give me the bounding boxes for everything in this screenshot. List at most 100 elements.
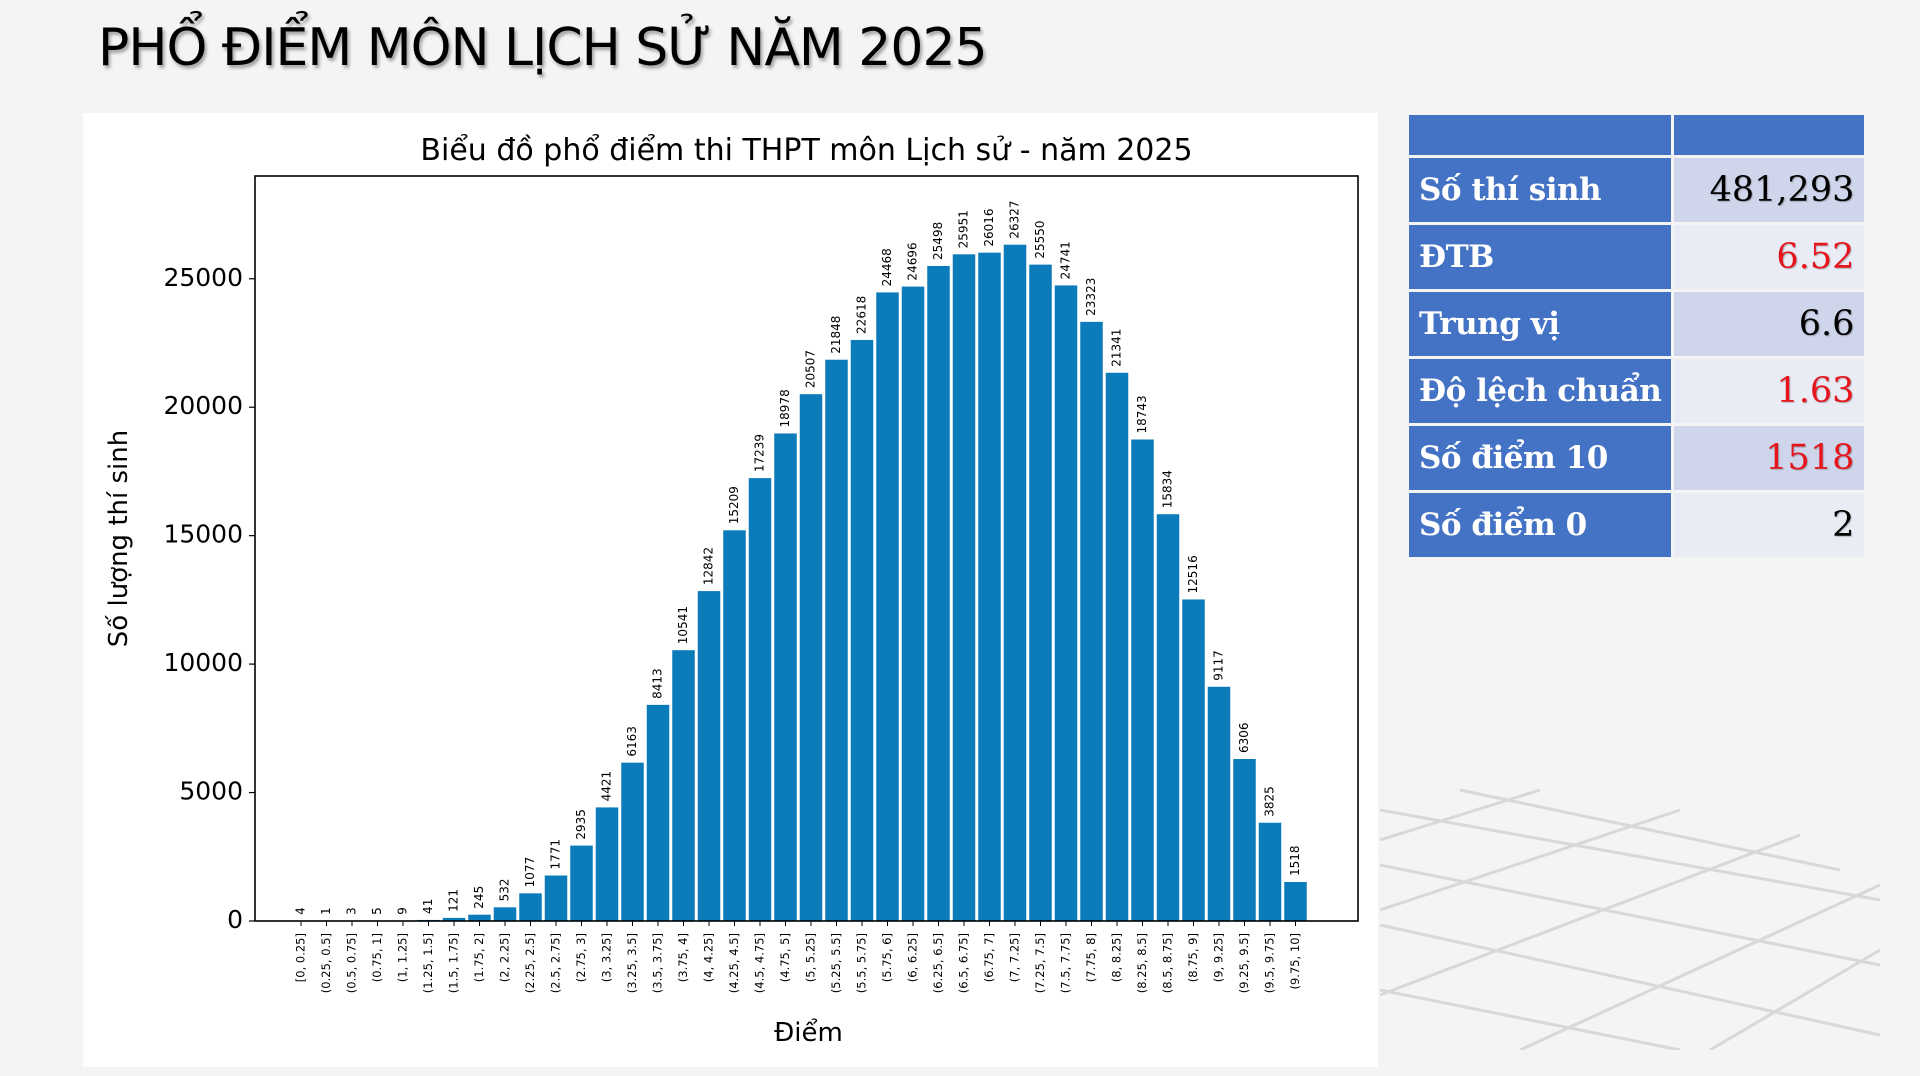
- x-tick-label: (2.75, 3]: [574, 933, 588, 982]
- x-tick-label: (2.25, 2.5]: [523, 933, 537, 993]
- stats-row-score-10: Số điểm 10 1518: [1409, 426, 1865, 490]
- x-tick-label: (6, 6.25]: [906, 933, 920, 982]
- bar: [978, 252, 1001, 921]
- data-label: 532: [498, 878, 512, 901]
- x-tick-label: (3.5, 3.75]: [651, 933, 665, 993]
- x-tick-label: (1.5, 1.75]: [447, 933, 461, 993]
- x-tick-label: (9.25, 9.5]: [1237, 933, 1251, 993]
- x-tick-label: (8.5, 8.75]: [1161, 933, 1175, 993]
- x-tick-label: (7.75, 8]: [1084, 933, 1098, 982]
- x-tick-label: (5.25, 5.5]: [829, 933, 843, 993]
- bar: [1080, 321, 1103, 921]
- data-label: 4421: [600, 771, 614, 802]
- stats-value: 6.6: [1674, 292, 1865, 356]
- x-tick-label: (7.25, 7.5]: [1033, 933, 1047, 993]
- data-label: 24468: [880, 248, 894, 286]
- bar: [519, 893, 542, 921]
- x-tick-label: (3, 3.25]: [600, 933, 614, 982]
- data-label: 18978: [778, 389, 792, 427]
- x-tick-label: (6.5, 6.75]: [957, 933, 971, 993]
- bar: [1182, 599, 1205, 921]
- x-tick-label: (8.25, 8.5]: [1135, 933, 1149, 993]
- data-label: 9: [396, 907, 410, 915]
- data-label: 6306: [1237, 722, 1251, 753]
- data-label: 20507: [804, 350, 818, 388]
- y-axis-label: Số lượng thí sinh: [104, 430, 134, 647]
- data-label: 1: [319, 907, 333, 915]
- x-tick-label: (5.5, 5.75]: [855, 933, 869, 993]
- data-label: 3: [345, 907, 359, 915]
- data-label: 22618: [855, 296, 869, 334]
- bar: [697, 591, 721, 921]
- score-distribution-chart: Biểu đồ phổ điểm thi THPT môn Lịch sử - …: [104, 132, 1359, 1048]
- bar: [1207, 686, 1231, 921]
- data-label: 245: [472, 886, 486, 909]
- bar: [1131, 439, 1154, 921]
- x-tick-label: (7.5, 7.75]: [1059, 933, 1073, 993]
- data-label: 3825: [1263, 786, 1277, 817]
- stats-header-cell: [1409, 115, 1672, 155]
- x-tick-label: (1, 1.25]: [396, 933, 410, 982]
- bar: [1233, 759, 1256, 921]
- x-tick-label: (3.75, 4]: [676, 933, 690, 982]
- bar: [952, 254, 976, 921]
- x-tick-label: (0.5, 0.75]: [345, 933, 359, 993]
- bar: [1156, 514, 1180, 921]
- x-tick-label: (9, 9.25]: [1212, 933, 1226, 982]
- x-tick-label: (5.75, 6]: [880, 933, 894, 982]
- data-label: 25951: [957, 210, 971, 248]
- chart-panel: Biểu đồ phổ điểm thi THPT môn Lịch sử - …: [83, 113, 1378, 1067]
- stats-row-mean: ĐTB 6.52: [1409, 225, 1865, 289]
- bar: [1105, 372, 1129, 921]
- bar: [544, 875, 568, 921]
- stats-label: Độ lệch chuẩn: [1409, 359, 1672, 423]
- stats-row-std: Độ lệch chuẩn 1.63: [1409, 359, 1865, 423]
- x-tick-label: (1.25, 1.5]: [421, 933, 435, 993]
- bar: [748, 478, 772, 921]
- data-label: 15834: [1161, 470, 1175, 508]
- x-tick-label: (0.75, 1]: [370, 933, 384, 982]
- x-tick-label: [0, 0.25]: [294, 933, 308, 982]
- stats-value: 6.52: [1674, 225, 1865, 289]
- bar: [850, 339, 874, 921]
- bar: [799, 394, 823, 921]
- bar: [493, 907, 517, 921]
- stats-label: Số thí sinh: [1409, 158, 1672, 222]
- bar: [646, 704, 670, 921]
- x-tick-label: (9.5, 9.75]: [1263, 933, 1277, 993]
- x-tick-label: (4, 4.25]: [702, 933, 716, 982]
- stats-table: Số thí sinh 481,293 ĐTB 6.52 Trung vị 6.…: [1406, 112, 1867, 560]
- data-label: 6163: [625, 726, 639, 757]
- x-tick-label: (1.75, 2]: [472, 933, 486, 982]
- x-tick-label: (7, 7.25]: [1008, 933, 1022, 982]
- data-label: 23323: [1084, 278, 1098, 316]
- bar: [1054, 285, 1078, 921]
- stats-header-cell: [1674, 115, 1865, 155]
- background-grid-decoration: [1380, 788, 1881, 1050]
- page-title: PHỔ ĐIỂM MÔN LỊCH SỬ NĂM 2025: [98, 18, 988, 78]
- stats-value: 2: [1674, 493, 1865, 557]
- bar: [621, 762, 644, 921]
- plot-frame: [254, 175, 1359, 922]
- bar: [468, 914, 491, 921]
- stats-label: ĐTB: [1409, 225, 1672, 289]
- data-label: 26327: [1008, 200, 1022, 238]
- bar: [1003, 244, 1027, 921]
- bar: [672, 650, 695, 921]
- data-label: 121: [447, 889, 461, 912]
- stats-row-median: Trung vị 6.6: [1409, 292, 1865, 356]
- x-tick-label: (4.5, 4.75]: [753, 933, 767, 993]
- data-label: 17239: [753, 434, 767, 472]
- data-label: 1518: [1288, 845, 1302, 876]
- y-tick-label: 0: [227, 905, 243, 934]
- data-label: 24741: [1059, 241, 1073, 279]
- stats-row-candidates: Số thí sinh 481,293: [1409, 158, 1865, 222]
- data-label: 18743: [1135, 395, 1149, 433]
- y-tick-label: 10000: [163, 648, 243, 677]
- x-tick-label: (2, 2.25]: [498, 933, 512, 982]
- data-label: 10541: [676, 606, 690, 644]
- data-label: 21341: [1110, 329, 1124, 367]
- data-label: 1077: [523, 857, 537, 888]
- stats-value: 1518: [1674, 426, 1865, 490]
- bar: [1258, 822, 1282, 921]
